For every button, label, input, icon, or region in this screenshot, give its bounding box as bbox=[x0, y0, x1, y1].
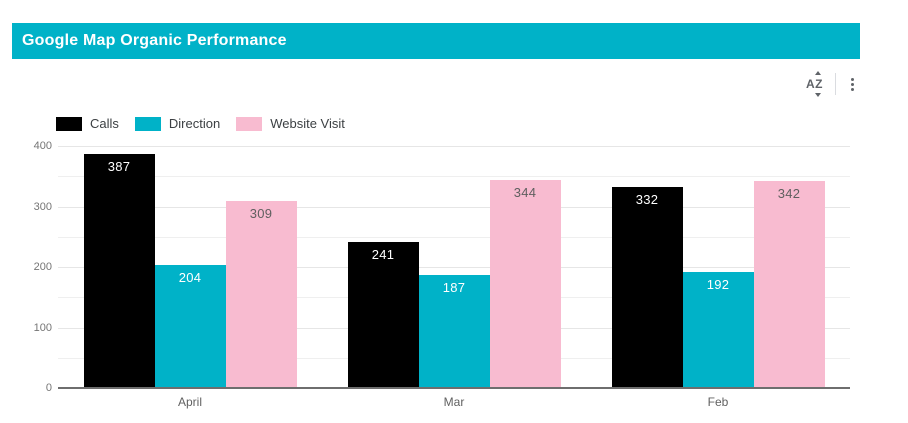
caret-up-icon bbox=[815, 71, 821, 75]
kebab-dot bbox=[851, 87, 854, 91]
caret-down-icon bbox=[815, 93, 821, 97]
legend-swatch-website-visit bbox=[236, 116, 263, 131]
bar-value-label: 387 bbox=[107, 158, 131, 174]
widget-toolbar: AZ bbox=[758, 70, 860, 98]
bar-direction-april[interactable] bbox=[154, 264, 226, 388]
bar-value-label: 204 bbox=[178, 269, 202, 285]
sort-az-icon: AZ bbox=[806, 77, 823, 91]
gridline bbox=[58, 176, 850, 177]
legend-swatch-direction bbox=[134, 116, 161, 131]
gridline bbox=[58, 267, 850, 268]
kebab-dot bbox=[851, 77, 854, 81]
bar-value-label: 241 bbox=[371, 247, 395, 263]
y-axis-tick-label: 0 bbox=[45, 382, 52, 394]
y-axis-tick-label: 300 bbox=[33, 201, 52, 213]
y-axis-tick-label: 200 bbox=[33, 261, 52, 273]
bar-direction-feb[interactable] bbox=[682, 271, 754, 388]
bar-value-label: 342 bbox=[777, 186, 801, 202]
bar-calls-feb[interactable] bbox=[611, 187, 683, 388]
gridline bbox=[58, 207, 850, 208]
bar-value-label: 344 bbox=[513, 184, 537, 200]
y-axis-tick-label: 100 bbox=[33, 322, 52, 334]
widget-header: Google Map Organic Performance bbox=[12, 23, 860, 59]
x-axis-label: Mar bbox=[443, 395, 465, 409]
legend-item-website-visit[interactable]: Website Visit bbox=[236, 116, 345, 131]
bar-website-visit-mar[interactable] bbox=[489, 179, 561, 388]
kebab-menu-button[interactable] bbox=[845, 73, 860, 96]
x-axis-label: April bbox=[177, 395, 202, 409]
y-axis-tick-label: 400 bbox=[33, 140, 52, 152]
x-axis-label: Feb bbox=[707, 395, 729, 409]
toolbar-divider bbox=[835, 73, 836, 95]
legend-item-direction[interactable]: Direction bbox=[134, 116, 221, 131]
kebab-dot bbox=[851, 82, 854, 86]
bar-website-visit-april[interactable] bbox=[225, 201, 297, 388]
widget-title: Google Map Organic Performance bbox=[22, 32, 287, 49]
bar-direction-mar[interactable] bbox=[418, 274, 490, 388]
gridline bbox=[58, 146, 850, 147]
chart-legend: Calls Direction Website Visit bbox=[56, 116, 345, 131]
bar-website-visit-feb[interactable] bbox=[753, 181, 825, 388]
bar-calls-mar[interactable] bbox=[347, 242, 419, 388]
legend-swatch-calls bbox=[56, 116, 82, 131]
bar-value-label: 192 bbox=[706, 276, 730, 292]
gridline bbox=[58, 237, 850, 238]
x-axis-line bbox=[58, 387, 850, 389]
bar-value-label: 332 bbox=[635, 192, 659, 208]
legend-label-website-visit: Website Visit bbox=[270, 116, 345, 131]
bar-calls-april[interactable] bbox=[83, 153, 155, 388]
bar-value-label: 187 bbox=[442, 279, 466, 295]
legend-label-direction: Direction bbox=[168, 116, 221, 131]
legend-label-calls: Calls bbox=[90, 116, 119, 131]
bar-value-label: 309 bbox=[249, 206, 273, 222]
legend-item-calls[interactable]: Calls bbox=[56, 116, 119, 131]
sort-az-button[interactable]: AZ bbox=[803, 71, 826, 97]
